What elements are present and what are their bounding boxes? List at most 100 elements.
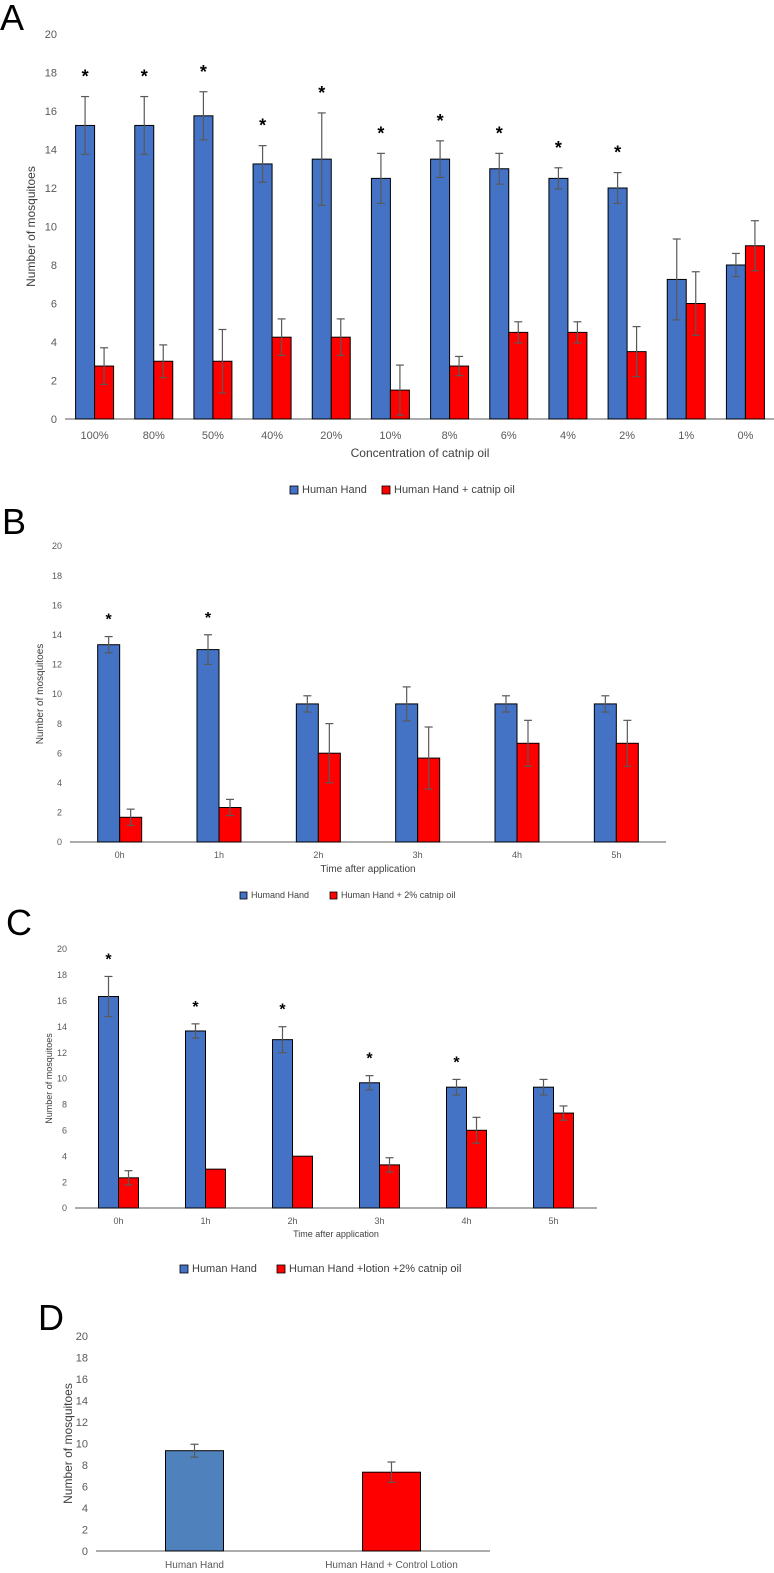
x-tick-label: 80% (143, 430, 165, 442)
y-tick-label: 20 (57, 944, 67, 954)
y-tick-label: 4 (82, 1503, 88, 1515)
y-tick-label: 16 (57, 996, 67, 1006)
x-tick-label: 2h (313, 850, 323, 860)
bar-human-hand-10% (371, 178, 390, 419)
x-tick-label: 10% (379, 430, 401, 442)
panel-letter: A (0, 0, 24, 38)
y-tick-label: 6 (57, 748, 62, 758)
significance-star: * (192, 999, 199, 1016)
significance-star: * (366, 1051, 373, 1068)
x-tick-label: 5h (611, 850, 621, 860)
y-tick-label: 2 (82, 1525, 88, 1537)
bar-human-hand-5h (534, 1087, 554, 1208)
panel-letter: C (6, 902, 32, 943)
x-tick-label: 0% (737, 430, 753, 442)
x-tick-label: 4% (560, 430, 576, 442)
x-tick-label: 3h (374, 1216, 384, 1226)
x-tick-label: 40% (261, 430, 283, 442)
x-tick-label: 3h (413, 850, 423, 860)
x-tick-label: 4h (512, 850, 522, 860)
bar-treated-2h (293, 1156, 313, 1208)
bar-human-hand-8% (431, 159, 450, 419)
y-tick-label: 2 (51, 375, 57, 387)
y-tick-label: 18 (76, 1353, 88, 1365)
y-tick-label: 10 (52, 689, 62, 699)
y-tick-label: 14 (45, 144, 57, 156)
x-tick-label: 1h (200, 1216, 210, 1226)
legend-label: Human Hand (192, 1263, 257, 1275)
y-tick-label: 0 (57, 837, 62, 847)
legend-swatch-human-hand (180, 1265, 188, 1273)
bar-treated-5h (554, 1113, 574, 1208)
y-tick-label: 8 (82, 1460, 88, 1472)
y-axis-title: Number of mosquitoes (24, 166, 38, 287)
bar-human-hand-4% (549, 178, 568, 419)
bar-human-hand-2h (296, 704, 318, 842)
significance-star: * (200, 62, 207, 82)
significance-star: * (141, 67, 148, 87)
y-tick-label: 4 (62, 1151, 67, 1161)
y-tick-label: 14 (57, 1022, 67, 1032)
x-tick-label: 100% (81, 430, 109, 442)
y-tick-label: 4 (57, 778, 62, 788)
y-tick-label: 14 (52, 630, 62, 640)
legend-swatch-human-hand (240, 892, 247, 899)
legend-label: Human Hand + 2% catnip oil (341, 890, 455, 900)
x-tick-label: 1h (214, 850, 224, 860)
x-tick-label: 0h (115, 850, 125, 860)
y-tick-label: 4 (51, 337, 57, 349)
bar-treated-4% (568, 332, 587, 419)
significance-star: * (437, 111, 444, 131)
panel-letter: D (38, 1297, 64, 1338)
y-tick-label: 12 (52, 660, 62, 670)
x-tick-label: Human Hand + Control Lotion (325, 1560, 458, 1571)
y-tick-label: 6 (62, 1125, 67, 1135)
y-tick-label: 2 (62, 1177, 67, 1187)
bar-human-hand-0% (726, 265, 745, 419)
y-tick-label: 8 (62, 1100, 67, 1110)
significance-star: * (279, 1002, 286, 1019)
bar-human-hand-5h (594, 704, 616, 842)
y-axis-title: Number of mosquitoes (44, 1033, 54, 1124)
bar-control-lotion (363, 1472, 421, 1551)
y-tick-label: 14 (76, 1396, 88, 1408)
y-axis-title: Number of mosquitoes (35, 644, 46, 745)
bar-human-hand-2% (608, 188, 627, 419)
chart-panel-c: C 0 2 4 6 8 10 12 14 16 18 20 0h * 1h * 2h * 3h * 4h * 5h Time … (6, 902, 597, 1275)
y-tick-label: 10 (57, 1074, 67, 1084)
chart-panel-a: A 0 2 4 6 8 10 12 14 16 18 20 100% * 80% * 50% * 40% * 20% * 1… (0, 0, 774, 496)
x-tick-label: 20% (320, 430, 342, 442)
bar-human-hand-6% (490, 169, 509, 419)
y-tick-label: 8 (51, 260, 57, 272)
significance-star: * (105, 951, 112, 968)
x-tick-label: 4h (461, 1216, 471, 1226)
y-tick-label: 20 (52, 541, 62, 551)
significance-star: * (496, 123, 503, 143)
x-tick-label: 2h (287, 1216, 297, 1226)
x-axis-title: Time after application (320, 864, 415, 875)
significance-star: * (106, 612, 113, 629)
significance-star: * (614, 143, 621, 163)
y-tick-label: 20 (76, 1331, 88, 1343)
bar-human-hand-4h (447, 1087, 467, 1208)
y-tick-label: 2 (57, 808, 62, 818)
significance-star: * (318, 83, 325, 103)
x-tick-label: 50% (202, 430, 224, 442)
x-tick-label: 5h (548, 1216, 558, 1226)
x-tick-label: 8% (442, 430, 458, 442)
figure: A02468101214161820100%*80%*50%*40%*20%*1… (0, 0, 774, 1573)
bar-treated-0% (745, 246, 764, 419)
bar-treated-1h (206, 1169, 226, 1208)
y-tick-label: 6 (51, 298, 57, 310)
legend-swatch-treated (382, 486, 390, 494)
y-tick-label: 6 (82, 1482, 88, 1494)
bar-human-hand-0h (98, 645, 120, 842)
x-axis-title: Concentration of catnip oil (351, 446, 490, 460)
y-tick-label: 16 (52, 600, 62, 610)
bar-human-hand-40% (253, 164, 272, 419)
x-axis-title: Time after application (293, 1229, 379, 1239)
bar-human-hand-0h (99, 997, 119, 1208)
y-tick-label: 10 (76, 1439, 88, 1451)
x-tick-label: 1% (678, 430, 694, 442)
y-tick-label: 12 (57, 1048, 67, 1058)
